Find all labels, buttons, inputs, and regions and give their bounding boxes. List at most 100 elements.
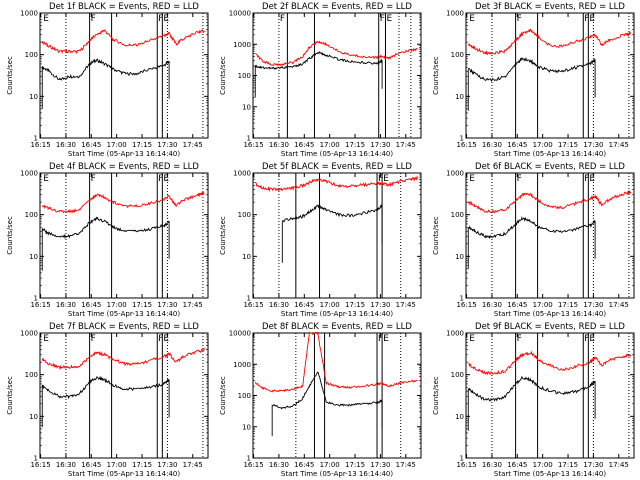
interval-flag: F	[158, 334, 163, 344]
x-tick-label: 17:30	[157, 301, 177, 309]
x-tick-label: 16:45	[294, 141, 314, 149]
x-tick-label: 17:45	[396, 301, 416, 309]
x-tick-label: 17:15	[558, 141, 578, 149]
chart-title: Det 5f BLACK = Events, RED = LLD	[262, 162, 412, 172]
series-line-events	[41, 216, 170, 240]
y-tick-label: 100	[25, 371, 38, 379]
interval-flag: F	[378, 334, 383, 344]
x-tick-label: 17:15	[132, 461, 152, 469]
interval-flag: E	[469, 174, 475, 184]
x-tick-label: 17:00	[320, 461, 340, 469]
x-tick-label: 16:45	[294, 301, 314, 309]
y-tick-label: 1000	[446, 170, 464, 178]
y-tick-label: 1	[460, 455, 464, 463]
plot-frame	[39, 332, 209, 459]
interval-flag: F	[517, 174, 522, 184]
x-tick-label: 17:30	[157, 461, 177, 469]
y-tick-label: 1	[34, 135, 38, 143]
interval-flag: F	[378, 174, 383, 184]
series-line-events	[467, 56, 596, 82]
y-tick-label: 1	[247, 455, 251, 463]
x-tick-label: 16:30	[482, 301, 502, 309]
x-tick-label: 16:30	[56, 141, 76, 149]
plot-frame	[252, 172, 422, 299]
y-tick-label: 100	[451, 371, 464, 379]
interval-flag: F	[584, 334, 589, 344]
series-line-lld	[254, 175, 419, 192]
x-tick-label: 17:00	[533, 141, 553, 149]
x-tick-label: 16:15	[456, 301, 476, 309]
x-tick-label: 16:30	[269, 301, 289, 309]
series-line-lld	[41, 190, 205, 214]
series-line-lld	[254, 331, 418, 393]
x-tick-label: 17:30	[370, 461, 390, 469]
x-tick-label: 17:30	[583, 301, 603, 309]
x-tick-label: 16:15	[243, 461, 263, 469]
y-axis-label: Counts/sec	[432, 56, 440, 95]
x-axis-label: Start Time (05-Apr-13 16:14:40)	[281, 310, 393, 318]
x-tick-label: 16:45	[81, 461, 101, 469]
x-axis-label: Start Time (05-Apr-13 16:14:40)	[494, 310, 606, 318]
x-tick-label: 17:30	[157, 141, 177, 149]
y-axis-label: Counts/sec	[6, 56, 14, 95]
series-line-lld	[255, 40, 418, 67]
x-tick-label: 17:30	[583, 461, 603, 469]
y-tick-label: 1000	[20, 330, 38, 338]
interval-flag: F	[158, 174, 163, 184]
y-tick-label: 1	[460, 135, 464, 143]
series-line-events	[254, 51, 383, 70]
x-tick-label: 17:45	[609, 141, 629, 149]
series-line-lld	[41, 29, 205, 55]
x-tick-label: 17:45	[396, 461, 416, 469]
x-tick-label: 16:45	[81, 141, 101, 149]
interval-flag: E	[589, 14, 595, 24]
interval-flag: F	[158, 14, 163, 24]
plot-frame	[465, 332, 635, 459]
interval-flag: F	[584, 14, 589, 24]
y-tick-label: 10	[242, 423, 251, 431]
x-tick-label: 17:30	[583, 141, 603, 149]
x-tick-label: 16:45	[507, 141, 527, 149]
y-tick-label: 10000	[229, 10, 251, 18]
series-line-events	[272, 371, 383, 410]
interval-flag: E	[469, 14, 475, 24]
y-tick-label: 100	[25, 211, 38, 219]
y-tick-label: 1000	[446, 330, 464, 338]
interval-flag: F	[584, 174, 589, 184]
x-tick-label: 16:15	[456, 461, 476, 469]
y-tick-label: 10	[455, 253, 464, 261]
y-tick-label: 1000	[20, 170, 38, 178]
series-line-events	[468, 216, 596, 240]
y-axis-label: Counts/sec	[219, 216, 227, 255]
y-axis-label: Counts/sec	[219, 376, 227, 415]
interval-flag: E	[383, 334, 389, 344]
plot-frame	[252, 12, 422, 139]
x-tick-label: 17:45	[183, 141, 203, 149]
interval-flag: E	[163, 334, 169, 344]
y-tick-label: 1000	[233, 41, 251, 49]
y-tick-label: 10	[29, 253, 38, 261]
x-tick-label: 17:45	[609, 461, 629, 469]
x-tick-label: 16:15	[243, 141, 263, 149]
x-tick-label: 16:15	[30, 301, 50, 309]
series-line-events	[41, 375, 170, 400]
y-tick-label: 100	[238, 72, 251, 80]
chart-title: Det 2f BLACK = Events, RED = LLD	[262, 2, 412, 12]
series-line-events	[282, 203, 383, 223]
y-tick-label: 10	[29, 93, 38, 101]
y-tick-label: 1	[247, 135, 251, 143]
x-tick-label: 17:00	[533, 461, 553, 469]
interval-flag: F	[91, 334, 96, 344]
plot-frame	[39, 12, 209, 139]
interval-flag: F	[380, 14, 385, 24]
x-tick-label: 17:00	[107, 301, 127, 309]
interval-flag: E	[469, 334, 475, 344]
series-line-events	[467, 375, 596, 402]
y-axis-label: Counts/sec	[6, 376, 14, 415]
x-tick-label: 17:00	[107, 141, 127, 149]
x-tick-label: 16:45	[507, 301, 527, 309]
chart-title: Det 3f BLACK = Events, RED = LLD	[475, 2, 625, 12]
y-axis-label: Counts/sec	[432, 216, 440, 255]
x-axis-label: Start Time (05-Apr-13 16:14:40)	[494, 150, 606, 158]
interval-flag: E	[386, 14, 392, 24]
